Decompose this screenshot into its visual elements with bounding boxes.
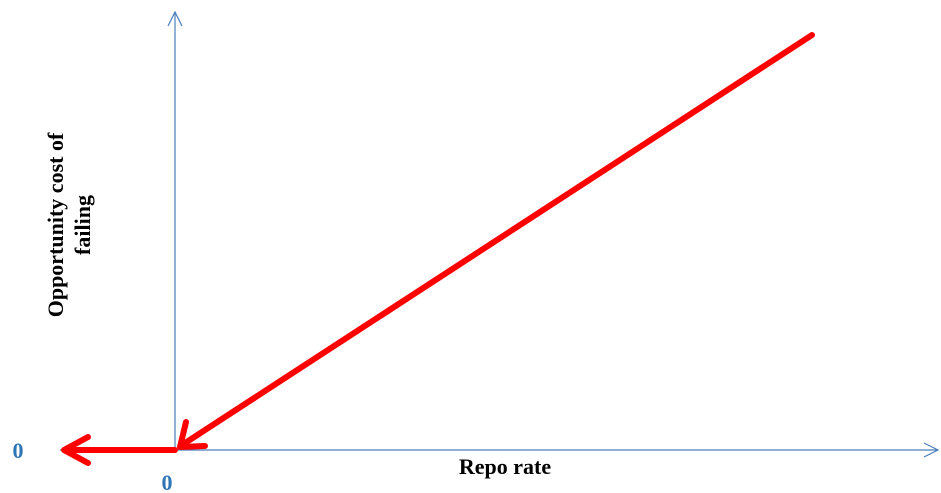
x-axis-arrow: [923, 442, 940, 458]
zero-arrowhead: [61, 434, 91, 466]
y-origin-label: 0: [13, 438, 24, 463]
x-axis-label: Repo rate: [459, 454, 551, 479]
y-axis-label-line: Opportunity cost of: [43, 132, 68, 317]
y-axis-label: Opportunity cost of failing: [43, 132, 95, 317]
line-arrowhead: [177, 419, 208, 450]
opportunity-cost-line: [179, 32, 815, 448]
x-origin-label: 0: [162, 470, 173, 493]
y-axis-arrow: [167, 10, 183, 27]
y-axis-label-line: failing: [70, 195, 95, 255]
